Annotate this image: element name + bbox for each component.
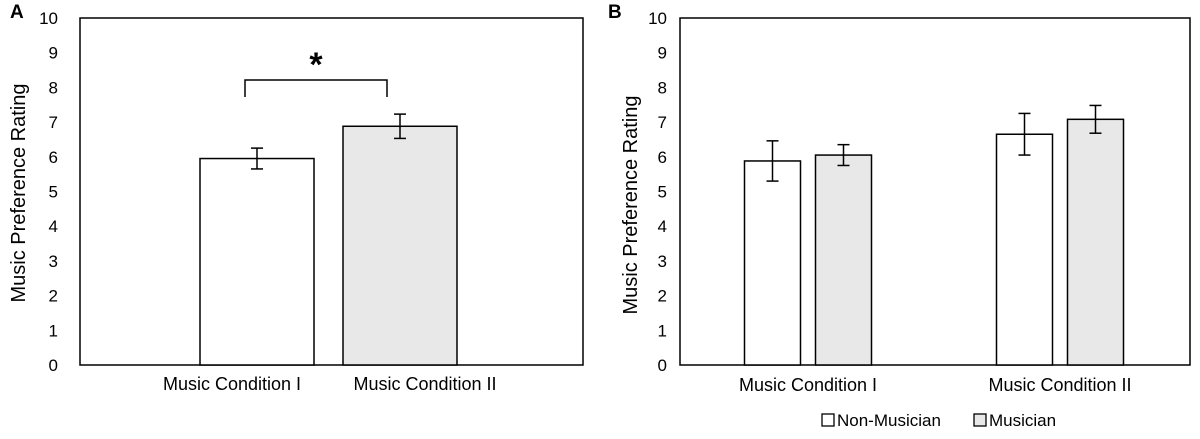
panel-b-label: B <box>608 2 622 23</box>
legend-swatch <box>821 413 835 427</box>
bar-musician <box>1066 118 1125 366</box>
y-tick-label: 7 <box>658 113 667 132</box>
x-category-label: Music Condition I <box>163 374 301 394</box>
panel-a: A Music Preference Rating 0 1 2 3 4 5 6 7 8 9 10 M… <box>8 2 584 394</box>
bar-2 <box>342 125 458 366</box>
y-tick-label: 4 <box>658 217 667 236</box>
y-tick-label: 8 <box>49 78 58 97</box>
bar-1 <box>199 157 315 366</box>
y-tick-label: 0 <box>49 356 58 375</box>
y-tick-label: 1 <box>658 321 667 340</box>
y-tick-label: 3 <box>49 252 58 271</box>
significance-asterisk: * <box>309 46 323 84</box>
panel-a-y-axis-label: Music Preference Rating <box>8 84 30 303</box>
legend: Non-Musician Musician <box>821 411 1056 430</box>
y-tick-label: 2 <box>658 287 667 306</box>
significance-bracket <box>244 79 388 97</box>
x-category-label: Music Condition I <box>739 375 877 395</box>
panel-a-label: A <box>10 2 24 23</box>
panel-b: B Music Preference Rating 0 1 2 3 4 5 6 7 8 9 10 M… <box>608 2 1191 430</box>
panel-b-y-axis-label: Music Preference Rating <box>620 96 642 315</box>
y-tick-label: 3 <box>658 252 667 271</box>
y-tick-label: 1 <box>49 321 58 340</box>
y-tick-label: 10 <box>648 9 667 28</box>
panel-b-plot-frame <box>679 17 1191 366</box>
panel-a-plot-frame <box>79 17 584 366</box>
y-tick-label: 6 <box>49 148 58 167</box>
legend-swatch <box>973 413 987 427</box>
legend-label: Musician <box>989 411 1056 430</box>
y-tick-label: 7 <box>49 113 58 132</box>
y-tick-label: 8 <box>658 78 667 97</box>
y-tick-label: 5 <box>49 183 58 202</box>
y-tick-label: 9 <box>49 44 58 63</box>
bar-non-musician <box>995 133 1054 366</box>
y-tick-label: 2 <box>49 287 58 306</box>
bar-non-musician <box>743 160 802 366</box>
y-tick-label: 5 <box>658 183 667 202</box>
y-tick-label: 6 <box>658 148 667 167</box>
y-tick-label: 9 <box>658 44 667 63</box>
y-tick-label: 10 <box>39 9 58 28</box>
y-tick-label: 0 <box>658 356 667 375</box>
legend-label: Non-Musician <box>837 411 941 430</box>
x-category-label: Music Condition II <box>988 375 1131 395</box>
y-tick-label: 4 <box>49 217 58 236</box>
x-category-label: Music Condition II <box>353 374 496 394</box>
bar-musician <box>814 154 873 366</box>
